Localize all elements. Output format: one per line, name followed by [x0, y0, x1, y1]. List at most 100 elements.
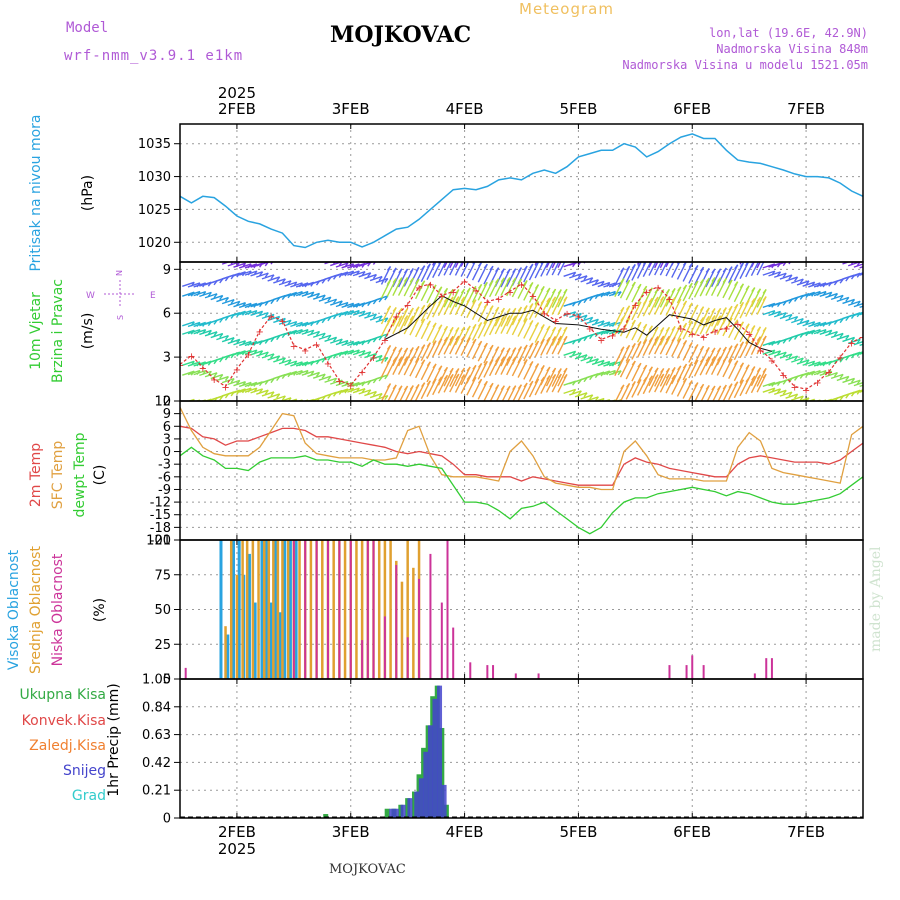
- wind-barb: [347, 349, 360, 355]
- wind-barb-head: [421, 359, 426, 365]
- wind-gust-marker: +: [551, 317, 559, 328]
- low-cloud-bar: [685, 665, 688, 679]
- low-cloud-bar: [406, 637, 409, 679]
- mid-cloud-bar: [355, 540, 358, 679]
- wind-barb: [569, 273, 582, 279]
- wind-barb-head: [276, 355, 281, 361]
- wind-barb-head: [788, 314, 793, 319]
- wind-barb-head: [372, 391, 377, 397]
- mid-cloud-bar: [383, 540, 387, 679]
- wind-barb-head: [270, 274, 275, 280]
- wind-barb-head: [745, 299, 750, 305]
- wind-barb: [352, 270, 366, 277]
- high-cloud-bar: [283, 540, 287, 679]
- wind-barb-head: [638, 245, 641, 249]
- mid-cloud-bar: [276, 540, 280, 679]
- wind-barb-head: [661, 257, 664, 261]
- low-cloud-bar: [668, 665, 671, 679]
- wind-barb-head: [563, 296, 568, 302]
- wind-gust-marker: +: [734, 319, 742, 330]
- y-tick-label: -15: [150, 508, 171, 523]
- wind-barb: [188, 252, 200, 256]
- wind-barb-head: [438, 338, 443, 344]
- wind-barb-head: [589, 394, 594, 400]
- wind-barb-head: [529, 303, 534, 308]
- wind-gust-marker: +: [847, 338, 855, 349]
- wind-barb-head: [500, 277, 505, 283]
- wind-barb-head: [473, 247, 476, 251]
- wind-barb-head: [557, 368, 562, 373]
- wind-barb: [454, 262, 460, 268]
- wind-barb: [557, 262, 566, 276]
- wind-barb-head: [489, 358, 494, 364]
- high-cloud-bar: [253, 602, 257, 679]
- low-cloud-bar: [770, 658, 773, 679]
- wind-barb-head: [643, 364, 648, 370]
- wind-barb: [193, 369, 206, 376]
- wind-barb-head: [665, 288, 670, 294]
- mid-cloud-bar: [309, 540, 313, 679]
- wind-barb-head: [517, 357, 522, 363]
- wind-barb-head: [213, 293, 218, 299]
- wind-barb: [375, 394, 389, 401]
- wind-barb-head: [398, 347, 403, 353]
- wind-barb: [341, 302, 354, 308]
- wind-barb: [773, 312, 787, 318]
- wind-barb-head: [590, 257, 593, 261]
- wind-barb-head: [208, 253, 211, 257]
- wind-barb-head: [483, 319, 488, 325]
- wind-barb-head: [856, 300, 861, 306]
- wind-barb-head: [660, 368, 665, 373]
- wind-barb-head: [682, 284, 688, 290]
- wind-barb-head: [449, 367, 454, 373]
- wind-barb-head: [699, 316, 705, 322]
- dewpoint-line: [179, 446, 864, 535]
- wind-barb-head: [699, 357, 705, 363]
- wind-barb-head: [762, 335, 767, 341]
- wind-barb: [335, 301, 349, 308]
- wind-barb: [210, 332, 223, 339]
- wind-barb: [267, 393, 280, 399]
- wind-barb: [808, 282, 821, 288]
- wind-barb-head: [682, 378, 688, 383]
- high-cloud-bar: [247, 553, 251, 679]
- wind-gust-marker: +: [756, 346, 764, 357]
- wind-barb-head: [506, 308, 511, 313]
- wind-gust-marker: +: [779, 371, 787, 382]
- wind-barb: [227, 300, 241, 307]
- snow-bar: [423, 751, 429, 818]
- wind-barb: [501, 238, 510, 256]
- wind-barb-head: [850, 262, 854, 265]
- mid-cloud-bar: [286, 540, 290, 679]
- wind-barb-head: [321, 332, 326, 338]
- wind-barb: [244, 349, 258, 355]
- wind-barb-head: [438, 298, 443, 304]
- wind-barb-head: [594, 279, 599, 285]
- wind-barb-head: [717, 315, 722, 321]
- wind-barb: [238, 270, 252, 276]
- high-cloud-axis-title: Visoka Oblacnost: [6, 549, 22, 670]
- low-cloud-bar: [395, 565, 398, 679]
- wind-barb-head: [845, 375, 850, 381]
- wind-barb: [853, 340, 863, 346]
- wind-barb: [768, 271, 781, 277]
- wind-barb-head: [409, 277, 414, 283]
- bottom-day-label: 3FEB: [332, 823, 370, 841]
- wind-barb: [375, 356, 389, 363]
- wind-barb-head: [506, 268, 511, 274]
- wind-barb-head: [495, 306, 500, 312]
- wind-barb: [597, 360, 610, 367]
- wind-barb: [330, 379, 343, 385]
- wind-barb: [729, 242, 738, 260]
- wind-barb: [842, 298, 855, 305]
- wind-barb-head: [734, 343, 739, 349]
- wind-barb: [830, 294, 844, 301]
- wind-barb: [808, 328, 821, 335]
- wind-speed-line: [384, 295, 773, 352]
- wind-barb-head: [372, 274, 377, 279]
- wind-barb-head: [421, 304, 426, 310]
- wind-barb-head: [546, 366, 551, 372]
- wind-barb-head: [392, 267, 397, 273]
- wind-barb: [484, 241, 493, 259]
- wind-barb: [290, 282, 303, 288]
